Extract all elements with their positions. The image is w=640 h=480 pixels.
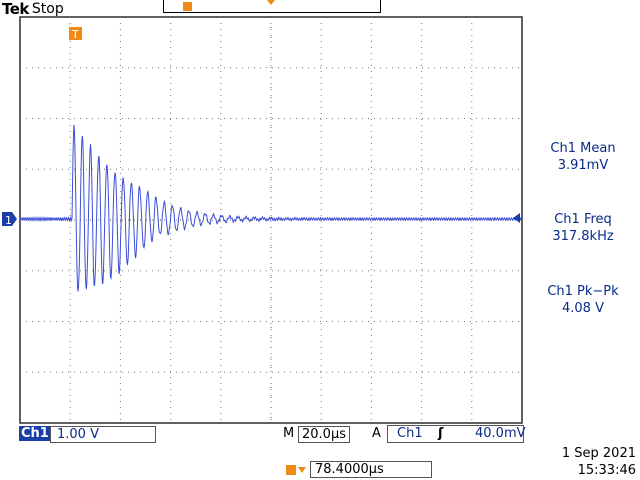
time-text: 15:33:46 (577, 463, 636, 478)
horizontal-scale[interactable]: 20.0µs (298, 426, 350, 443)
trigger-level: 40.0mV (475, 426, 526, 441)
trigger-edge-icon: ʃ (438, 426, 444, 441)
brand-name: Tek (2, 0, 29, 18)
horizontal-delay[interactable]: 78.4000µs (286, 461, 432, 478)
time-mode: M (283, 426, 295, 441)
measurement-freq: Ch1 Freq 317.8kHz (552, 212, 614, 244)
svg-text:1: 1 (5, 214, 12, 227)
date-text: 1 Sep 2021 (561, 446, 636, 461)
trigger-level-icon (513, 213, 520, 223)
measurement-mean: Ch1 Mean 3.91mV (550, 141, 616, 173)
trigger-box[interactable] (387, 425, 524, 443)
measurement-pkpk: Ch1 Pk−Pk 4.08 V (547, 284, 619, 316)
acquisition-state: Stop (31, 1, 64, 17)
vertical-scale[interactable]: 1.00 V (50, 426, 156, 443)
brand: Tek Stop (2, 0, 64, 18)
waveform-trace (19, 124, 523, 292)
record-bar[interactable] (163, 0, 381, 13)
trigger-point-icon (267, 0, 275, 5)
trigger-icon (286, 464, 296, 475)
trigger-position-icon (183, 2, 192, 11)
datetime: 1 Sep 2021 15:33:46 (540, 445, 636, 479)
channel-1-marker: 1 (2, 212, 17, 227)
trigger-source: Ch1 (397, 426, 423, 441)
trigger-t-marker: T (69, 27, 82, 41)
delay-value: 78.4000µs (310, 461, 432, 478)
svg-text:T: T (71, 28, 79, 41)
trigger-mode: A (372, 426, 381, 441)
channel-label[interactable]: Ch1 (19, 426, 51, 441)
arrow-icon (298, 466, 306, 473)
